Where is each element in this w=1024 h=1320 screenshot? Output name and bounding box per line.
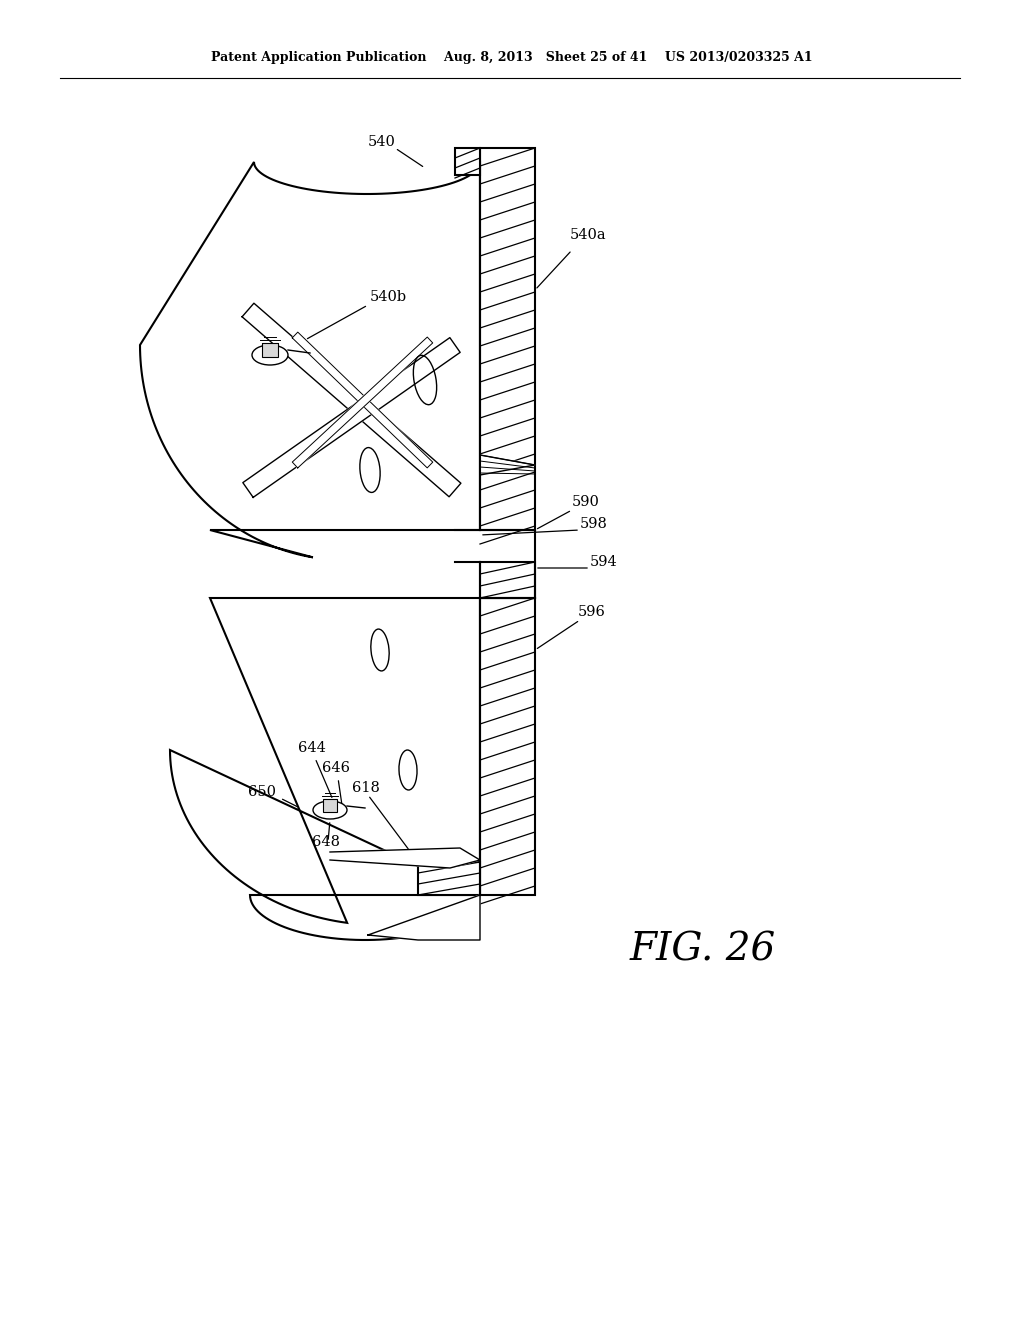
Polygon shape (292, 333, 433, 467)
Text: 590: 590 (572, 495, 600, 510)
Polygon shape (455, 148, 480, 176)
Text: 646: 646 (322, 762, 350, 775)
Polygon shape (292, 337, 433, 467)
Text: 618: 618 (352, 781, 380, 795)
Text: Patent Application Publication    Aug. 8, 2013   Sheet 25 of 41    US 2013/02033: Patent Application Publication Aug. 8, 2… (211, 51, 813, 65)
Polygon shape (140, 162, 480, 557)
Bar (480, 598, 535, 895)
Text: 540a: 540a (570, 228, 606, 242)
Bar (480, 148, 535, 531)
Polygon shape (242, 304, 461, 496)
Bar (323, 799, 337, 812)
Polygon shape (480, 455, 535, 475)
Text: 596: 596 (578, 605, 606, 619)
Text: 644: 644 (298, 741, 326, 755)
Text: 540b: 540b (370, 290, 408, 304)
Ellipse shape (313, 801, 347, 818)
Polygon shape (243, 338, 460, 498)
Bar (418, 862, 480, 895)
Bar (262, 343, 278, 356)
Text: 598: 598 (580, 517, 608, 531)
Ellipse shape (252, 345, 288, 366)
Text: 650: 650 (248, 785, 276, 799)
Text: 594: 594 (590, 554, 617, 569)
Bar (480, 562, 535, 598)
Polygon shape (330, 847, 480, 869)
Polygon shape (170, 598, 480, 940)
Polygon shape (368, 895, 480, 940)
Text: 540: 540 (368, 135, 396, 149)
Text: FIG. 26: FIG. 26 (630, 932, 776, 969)
Text: 648: 648 (312, 836, 340, 849)
